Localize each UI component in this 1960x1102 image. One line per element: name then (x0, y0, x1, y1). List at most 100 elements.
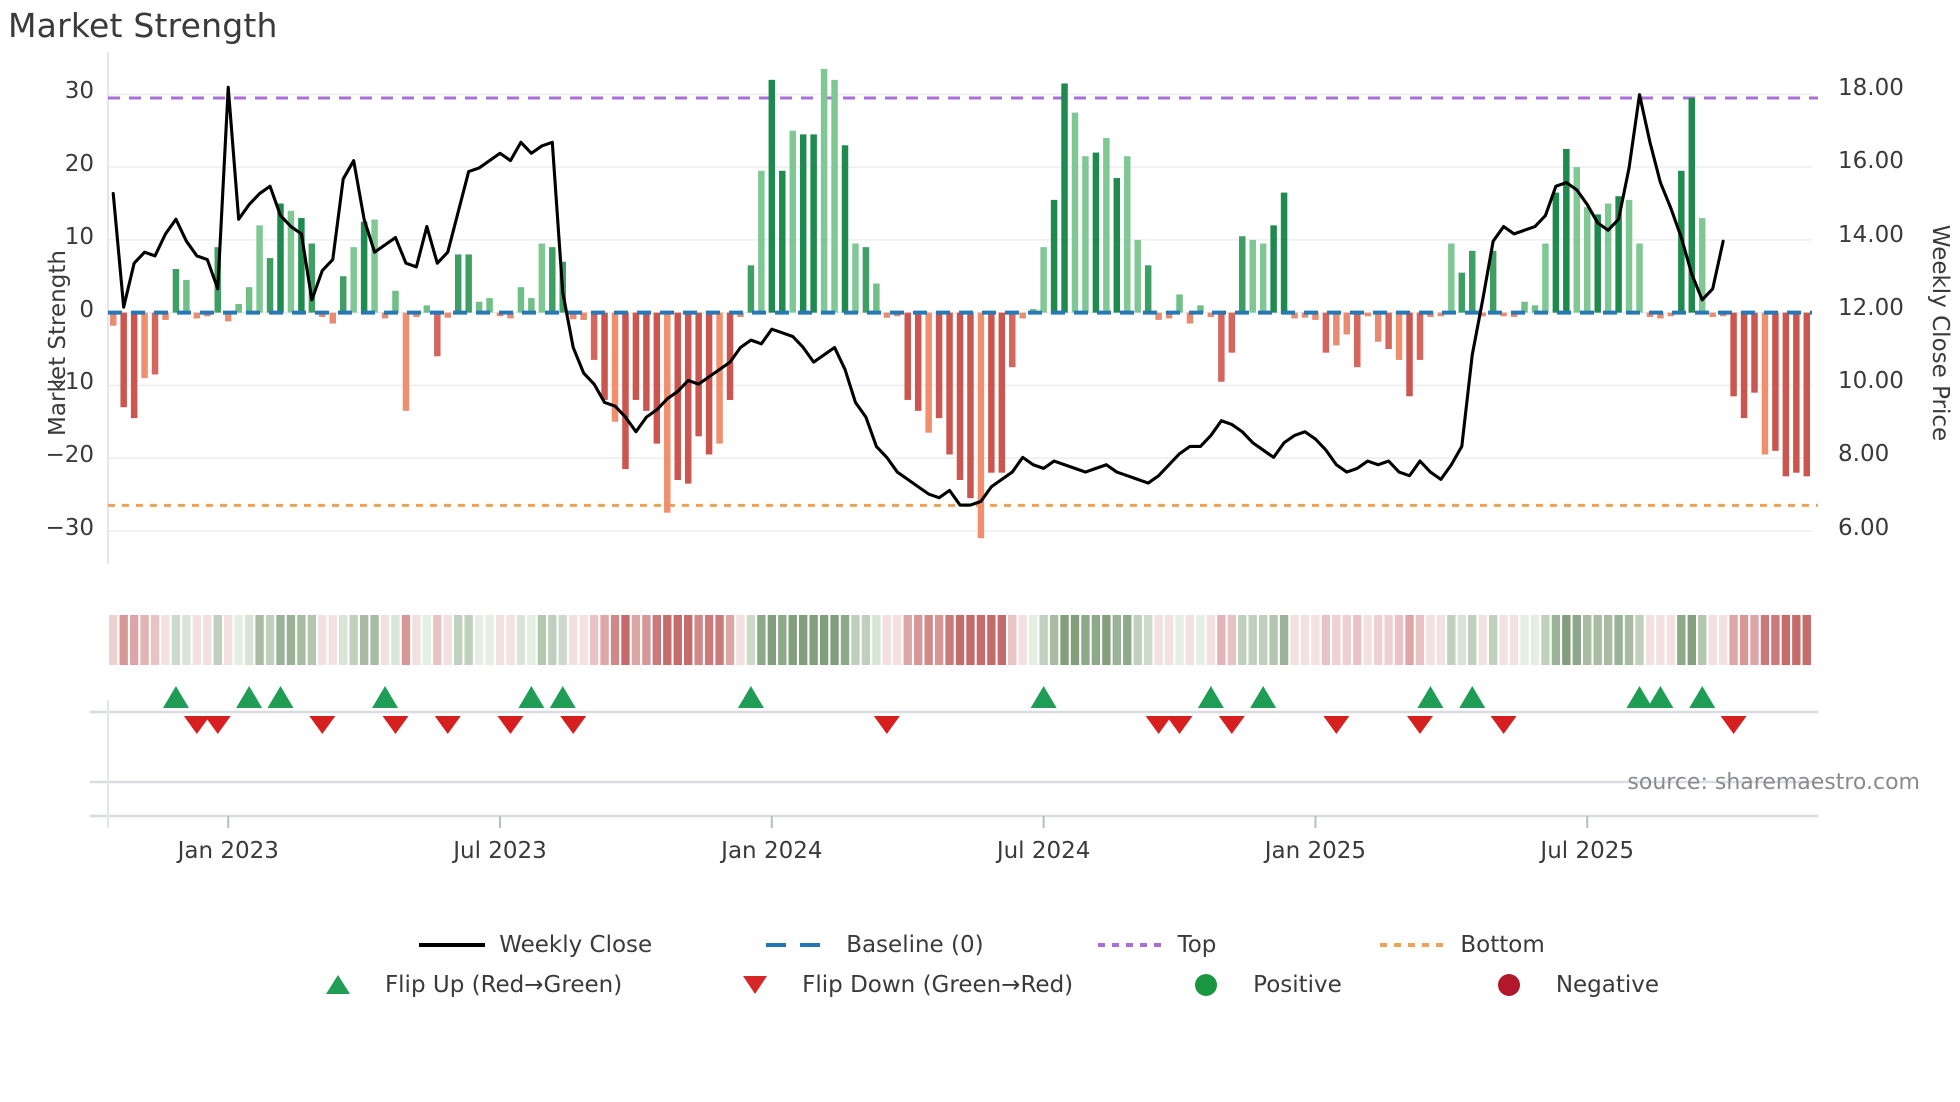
bar (1657, 312, 1664, 319)
heatmap-cell (464, 615, 473, 665)
flip-up-marker (162, 686, 189, 708)
heatmap-cell (694, 615, 703, 665)
bar (653, 312, 661, 444)
bar (434, 312, 441, 357)
heatmap-cell (339, 615, 348, 665)
circle-icon (1472, 972, 1546, 998)
bar (465, 254, 472, 313)
bar (245, 287, 253, 313)
bar (1521, 301, 1528, 313)
bar (1709, 312, 1716, 318)
y-tick-right-3: 12.00 (1838, 294, 1904, 321)
bar (998, 312, 1006, 473)
flip-up-marker (1689, 686, 1716, 708)
heatmap-cell (966, 615, 975, 665)
bar (841, 145, 849, 313)
bar (1061, 83, 1068, 313)
heatmap-cell (1457, 615, 1466, 665)
bar (580, 312, 587, 320)
bar (1510, 312, 1518, 318)
legend-label: Flip Up (Red→Green) (384, 972, 623, 998)
bar (1437, 312, 1445, 317)
heatmap-cell (610, 615, 620, 665)
heatmap-cell (1039, 615, 1048, 665)
bar (1009, 312, 1016, 368)
heatmap-cell (704, 615, 714, 665)
heatmap-cell (485, 615, 494, 665)
heatmap-cell (412, 615, 421, 665)
y-tick-left-5: −20 (45, 442, 94, 469)
heatmap-cell (1739, 615, 1749, 665)
heatmap-cell (736, 615, 745, 665)
heatmap-cell (1123, 615, 1132, 665)
heatmap-cell (642, 615, 651, 665)
bar (799, 134, 807, 313)
heatmap-cell (1792, 615, 1801, 665)
heatmap-cell (1133, 615, 1142, 665)
bar (444, 312, 451, 318)
flip-up-marker (1459, 686, 1486, 708)
heatmap-cell (1698, 615, 1707, 665)
heatmap-cell (1384, 615, 1393, 665)
bar (151, 312, 159, 375)
heatmap-cell (1635, 615, 1644, 665)
bar (517, 287, 525, 313)
x-tick-3: Jul 2024 (996, 838, 1091, 864)
legend-item-weekly-close[interactable]: Weekly Close (415, 925, 652, 965)
legend-item-baseline[interactable]: Baseline (0) (762, 925, 984, 965)
bar (820, 68, 828, 313)
bar (287, 210, 295, 313)
dotted-line-icon (1376, 932, 1450, 958)
flip-down-marker (1406, 716, 1433, 734)
heatmap-cell (1677, 615, 1686, 665)
heatmap-cell (1143, 615, 1153, 665)
x-tick-0: Jan 2023 (177, 838, 279, 864)
heatmap-cell (1426, 615, 1435, 665)
heatmap-cell (955, 615, 965, 665)
bar (1280, 192, 1288, 313)
heatmap-cell (1666, 615, 1676, 665)
flip-down-marker (1145, 716, 1172, 734)
bar (569, 312, 577, 320)
bar (1218, 312, 1225, 382)
heatmap-cell (997, 615, 1006, 665)
bar (789, 130, 796, 313)
bar (1542, 243, 1549, 313)
heatmap-cell (1687, 615, 1696, 665)
dashed-line-icon (762, 932, 836, 958)
bar (392, 290, 399, 313)
heatmap-cell (569, 615, 578, 665)
y-tick-right-2: 14.00 (1838, 221, 1904, 248)
legend-item-negative[interactable]: Negative (1472, 965, 1659, 1005)
legend-item-flip-down[interactable]: Flip Down (Green→Red) (718, 965, 1073, 1005)
bar (319, 312, 326, 318)
legend-item-top[interactable]: Top (1094, 925, 1216, 965)
heatmap-cell (1614, 615, 1623, 665)
bar (1259, 243, 1267, 313)
bar (141, 312, 148, 379)
heatmap-cell (882, 615, 892, 665)
heatmap-cell (1405, 615, 1414, 665)
legend-item-flip-up[interactable]: Flip Up (Red→Green) (301, 965, 622, 1005)
y-tick-left-6: −30 (45, 514, 94, 541)
bar (475, 301, 483, 313)
legend-item-bottom[interactable]: Bottom (1376, 925, 1545, 965)
bar (1322, 312, 1330, 353)
flip-down-marker (434, 716, 461, 734)
heatmap-cell (1300, 615, 1310, 665)
bar (538, 243, 546, 313)
dotted-line-icon (1094, 932, 1168, 958)
flip-up-marker (267, 686, 294, 708)
legend-item-positive[interactable]: Positive (1169, 965, 1342, 1005)
heatmap-cell (1541, 615, 1550, 665)
bar (831, 79, 838, 313)
heatmap-cell (1593, 615, 1602, 665)
heatmap-cell (1028, 615, 1038, 665)
heatmap-cell (380, 615, 390, 665)
heatmap-cell (1102, 615, 1111, 665)
legend-row-markers: Flip Up (Red→Green) Flip Down (Green→Red)… (0, 965, 1960, 1005)
bar (1698, 218, 1706, 313)
heatmap-cell (506, 615, 515, 665)
flip-down-marker (1166, 716, 1193, 734)
heatmap-cell (1373, 615, 1383, 665)
